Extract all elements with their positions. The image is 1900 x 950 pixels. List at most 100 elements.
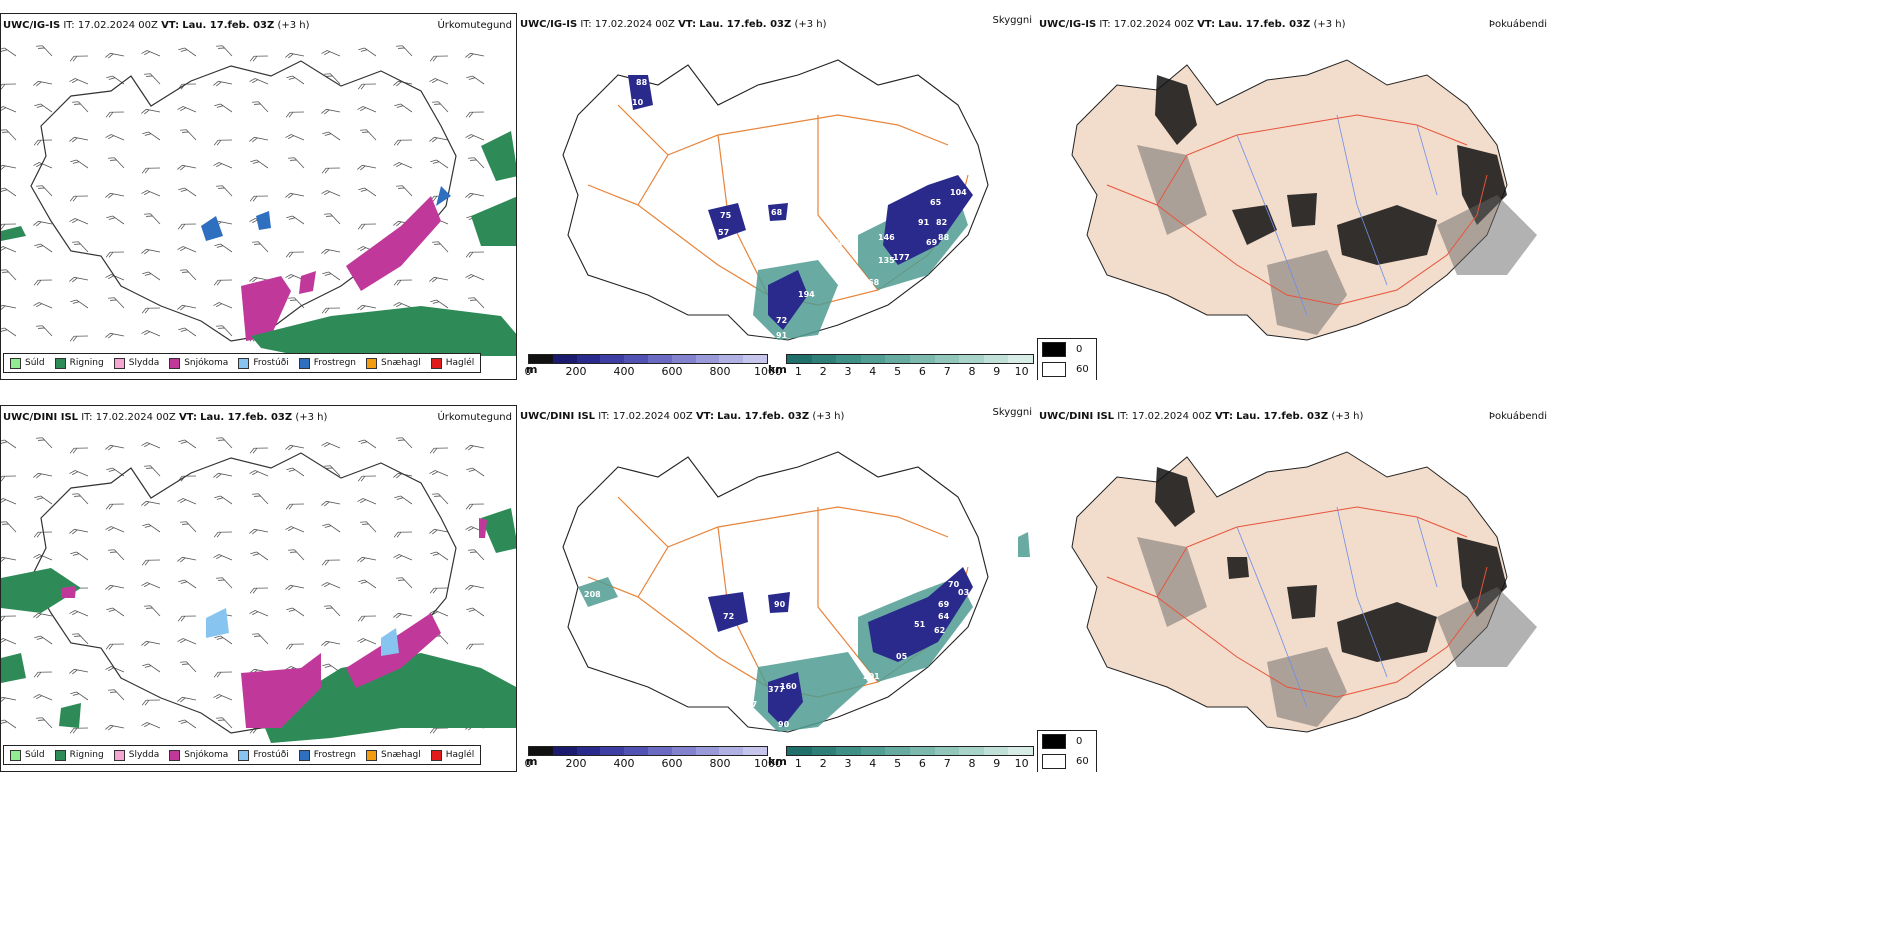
low-cloud-areas bbox=[628, 75, 973, 330]
cloud-base-label: 91 bbox=[918, 218, 930, 227]
wind-barb bbox=[1, 106, 17, 113]
valid-time: Lau. 17.feb. 03Z bbox=[699, 19, 792, 30]
legend-item: Frostúði bbox=[238, 749, 289, 761]
legend-item: Súld bbox=[10, 357, 45, 369]
legend-label: Snæhagl bbox=[381, 750, 421, 760]
wind-barb bbox=[1, 498, 17, 505]
wind-barb bbox=[69, 276, 89, 283]
parameter-name: Skyggni bbox=[992, 407, 1032, 418]
init-time: IT: 17.02.2024 00Z bbox=[1117, 411, 1212, 422]
wind-barb bbox=[141, 330, 161, 337]
colorbar-tick-label: 8 bbox=[968, 757, 976, 770]
colorbar-segment bbox=[743, 747, 767, 755]
panel-header: UWC/IG-IS IT: 17.02.2024 00Z VT: Lau. 17… bbox=[520, 15, 1032, 33]
wind-barb bbox=[178, 719, 197, 729]
cloud-base-label: 68 bbox=[771, 208, 783, 217]
legend-swatch bbox=[430, 749, 442, 761]
colorbar-segment bbox=[909, 355, 935, 363]
wind-barb bbox=[36, 45, 53, 57]
wind-barb bbox=[357, 83, 377, 90]
colorbar-tick-label: 8 bbox=[968, 365, 976, 378]
colorbar-tick-label: 200 bbox=[565, 757, 587, 770]
legend-swatch bbox=[113, 357, 125, 369]
fog-legend-swatch bbox=[1042, 733, 1066, 749]
lead-time: (+3 h) bbox=[295, 412, 328, 423]
legend-swatch bbox=[430, 357, 442, 369]
wind-barb bbox=[285, 251, 305, 258]
wind-barb bbox=[106, 607, 125, 617]
wind-barb bbox=[430, 299, 449, 309]
legend-item: Rigning bbox=[54, 749, 104, 761]
visibility-colorbar: 1 2 3 4 5 6 7 8 9 10 km bbox=[768, 746, 1034, 772]
colorbar-tick-label: 0 bbox=[524, 757, 532, 770]
wind-barb bbox=[1, 164, 17, 171]
legend-swatch bbox=[238, 357, 250, 369]
cloud-base-label: 135 bbox=[878, 256, 895, 265]
cloud-base-label: 70 bbox=[948, 580, 960, 589]
cloud-base-label: 91 bbox=[776, 331, 788, 340]
wind-barb bbox=[213, 302, 233, 309]
fog-index-legend: 0 60 bbox=[1037, 338, 1097, 380]
wind-barb bbox=[321, 190, 341, 197]
wind-barb bbox=[106, 75, 125, 85]
wind-barb bbox=[33, 472, 53, 479]
precip-type-legend: Súld Rigning Slydda Snjókoma Frostúði Frostre… bbox=[3, 745, 482, 765]
wind-barb bbox=[141, 248, 161, 255]
colorbar-segment bbox=[647, 355, 672, 363]
fog-index-map bbox=[1071, 59, 1537, 341]
wind-barb bbox=[285, 444, 305, 451]
wind-barb bbox=[144, 73, 161, 85]
wind-barb bbox=[33, 531, 53, 538]
model-name: UWC/IG-IS bbox=[3, 20, 61, 31]
parameter-name: Úrkomutegund bbox=[437, 412, 512, 423]
wind-barb bbox=[465, 584, 485, 591]
wind-barb bbox=[465, 192, 485, 199]
wind-barb bbox=[1, 47, 17, 57]
visibility-areas bbox=[578, 532, 1030, 732]
wind-barb bbox=[1, 696, 17, 703]
wind-barb bbox=[324, 213, 341, 225]
fog-index-map bbox=[1071, 451, 1537, 733]
wind-barb bbox=[33, 162, 53, 169]
cloud-base-label: 10 bbox=[632, 98, 644, 107]
iceland-coastline bbox=[562, 451, 989, 733]
wind-barb bbox=[285, 584, 305, 591]
wind-barb bbox=[180, 521, 197, 533]
wind-barb bbox=[141, 108, 161, 115]
wind-barb bbox=[322, 523, 341, 533]
colorbar-tick-label: 7 bbox=[943, 365, 951, 378]
cloud-base-label: 97 bbox=[746, 700, 757, 709]
wind-barb bbox=[177, 638, 197, 645]
legend-swatch bbox=[298, 357, 310, 369]
wind-barb bbox=[141, 442, 161, 449]
wind-barb bbox=[1, 269, 17, 281]
wind-barb bbox=[358, 579, 377, 589]
wind-barb bbox=[321, 307, 341, 314]
wind-barb bbox=[1, 129, 17, 141]
colorbar-segment bbox=[885, 747, 910, 755]
wind-barb bbox=[144, 213, 161, 225]
wind-barb bbox=[177, 556, 197, 563]
cloud-base-label: 201 bbox=[863, 672, 880, 681]
wind-barb bbox=[322, 131, 341, 141]
wind-barb bbox=[142, 523, 161, 533]
wind-barb bbox=[34, 243, 53, 253]
colorbar-segment bbox=[647, 747, 672, 755]
cloud-base-label: 90 bbox=[774, 600, 786, 609]
wind-barb bbox=[468, 549, 485, 561]
wind-barb bbox=[108, 297, 125, 309]
cloud-base-colorbar: 0 200 400 600 800 1000 m bbox=[524, 746, 782, 772]
wind-barb bbox=[213, 472, 233, 479]
colorbar-tick-label: 4 bbox=[869, 757, 877, 770]
wind-barb bbox=[394, 495, 413, 505]
wind-barb bbox=[70, 159, 89, 169]
wind-barb bbox=[33, 612, 53, 619]
valid-time-label: VT: bbox=[178, 412, 197, 423]
cloud-base-label: 69 bbox=[938, 600, 950, 609]
wind-barb bbox=[396, 185, 413, 197]
colorbar-segment bbox=[719, 355, 744, 363]
valid-time-label: VT: bbox=[1197, 19, 1216, 30]
wind-barb bbox=[249, 55, 269, 62]
colorbar-segment bbox=[934, 747, 960, 755]
wind-barb bbox=[216, 185, 233, 197]
